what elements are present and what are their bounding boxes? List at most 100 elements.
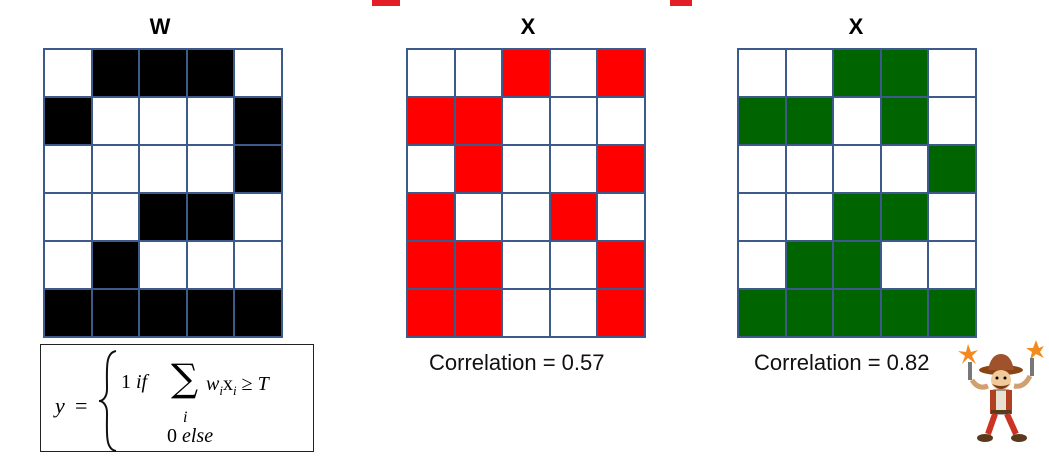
grid-cell-empty xyxy=(550,146,597,192)
grid-cell-empty xyxy=(929,98,975,144)
muzzle-flash-icon xyxy=(958,340,1044,364)
grid-cell-empty xyxy=(881,146,928,192)
grid-cell-filled xyxy=(834,194,880,240)
grid-cell-filled xyxy=(739,290,785,336)
grid-cell-empty xyxy=(187,98,234,144)
grid-cell-filled xyxy=(786,242,833,288)
grid-cell-empty xyxy=(408,50,454,96)
input-grid-green xyxy=(737,48,977,338)
formula-one: 1 xyxy=(121,371,131,393)
formula-equals: = xyxy=(75,393,88,418)
label-x2: X xyxy=(848,14,864,39)
grid-cell-empty xyxy=(550,50,597,96)
grid-cell-empty xyxy=(140,146,186,192)
grid-cell-filled xyxy=(503,50,549,96)
grid-cell-empty xyxy=(550,242,597,288)
formula-case-one: 1 if xyxy=(121,371,147,394)
grid-cell-filled xyxy=(408,290,454,336)
formula-x: x xyxy=(222,373,233,395)
threshold-formula: y = 1 if ∑ i wixi ≥ T 0 else xyxy=(40,344,314,452)
grid-cell-filled xyxy=(598,146,644,192)
grid-cell-filled xyxy=(187,194,234,240)
grid-cell-filled xyxy=(834,290,880,336)
formula-geq: ≥ xyxy=(241,373,253,395)
grid-cell-filled xyxy=(187,50,234,96)
grid-cell-empty xyxy=(408,146,454,192)
grid-cell-empty xyxy=(92,194,139,240)
grid-cell-empty xyxy=(881,242,928,288)
grid-cell-filled xyxy=(408,242,454,288)
grid-cell-empty xyxy=(187,146,234,192)
grid-cell-filled xyxy=(235,290,281,336)
grid-cell-empty xyxy=(455,194,502,240)
grid-cell-empty xyxy=(45,242,91,288)
label-x1: X xyxy=(520,14,536,39)
sum-index: i xyxy=(183,409,188,426)
formula-zero: 0 xyxy=(167,425,177,447)
grid-cell-filled xyxy=(455,242,502,288)
formula-else: else xyxy=(182,425,214,447)
title-fragment-left xyxy=(372,0,400,6)
formula-w-sub: i xyxy=(219,383,223,398)
cowboy-gunslinger-icon xyxy=(958,340,1044,442)
grid-cell-filled xyxy=(834,242,880,288)
grid-cell-filled xyxy=(786,290,833,336)
grid-cell-filled xyxy=(786,98,833,144)
grid-cell-filled xyxy=(598,290,644,336)
grid-cell-filled xyxy=(929,290,975,336)
grid-cell-filled xyxy=(45,290,91,336)
grid-cell-empty xyxy=(92,146,139,192)
grid-cell-empty xyxy=(187,242,234,288)
grid-cell-empty xyxy=(503,194,549,240)
grid-cell-filled xyxy=(187,290,234,336)
grid-cell-filled xyxy=(92,242,139,288)
label-w: W xyxy=(149,14,171,39)
grid-cell-filled xyxy=(45,98,91,144)
grid-cell-filled xyxy=(881,50,928,96)
correlation-red: Correlation = 0.57 xyxy=(429,350,605,375)
grid-cell-empty xyxy=(929,50,975,96)
grid-cell-filled xyxy=(598,50,644,96)
grid-cell-filled xyxy=(92,290,139,336)
grid-cell-empty xyxy=(503,98,549,144)
grid-cell-empty xyxy=(786,194,833,240)
grid-cell-filled xyxy=(140,50,186,96)
weight-grid xyxy=(43,48,283,338)
grid-cell-empty xyxy=(786,50,833,96)
grid-cell-filled xyxy=(550,194,597,240)
grid-cell-empty xyxy=(834,98,880,144)
grid-cell-filled xyxy=(739,98,785,144)
grid-cell-filled xyxy=(140,290,186,336)
grid-cell-empty xyxy=(550,290,597,336)
grid-cell-empty xyxy=(455,50,502,96)
formula-expression: wixi ≥ T xyxy=(206,373,269,399)
left-brace-icon xyxy=(98,350,117,452)
grid-cell-empty xyxy=(92,98,139,144)
grid-cell-empty xyxy=(503,242,549,288)
grid-cell-filled xyxy=(455,146,502,192)
grid-cell-empty xyxy=(235,242,281,288)
grid-cell-empty xyxy=(140,98,186,144)
grid-cell-empty xyxy=(834,146,880,192)
formula-x-sub: i xyxy=(232,383,237,398)
grid-cell-empty xyxy=(929,242,975,288)
input-grid-red xyxy=(406,48,646,338)
grid-cell-empty xyxy=(739,50,785,96)
grid-cell-filled xyxy=(92,50,139,96)
grid-cell-filled xyxy=(834,50,880,96)
grid-cell-filled xyxy=(235,98,281,144)
grid-cell-empty xyxy=(739,242,785,288)
grid-cell-filled xyxy=(929,146,975,192)
grid-cell-empty xyxy=(786,146,833,192)
formula-threshold: T xyxy=(257,373,269,395)
grid-cell-empty xyxy=(235,194,281,240)
grid-cell-filled xyxy=(140,194,186,240)
formula-y: y xyxy=(55,393,65,418)
sum-icon: ∑ xyxy=(171,356,199,400)
grid-cell-empty xyxy=(929,194,975,240)
grid-cell-empty xyxy=(598,98,644,144)
formula-if: if xyxy=(136,371,148,393)
title-fragment-right xyxy=(670,0,692,6)
grid-cell-empty xyxy=(739,146,785,192)
grid-cell-filled xyxy=(881,290,928,336)
